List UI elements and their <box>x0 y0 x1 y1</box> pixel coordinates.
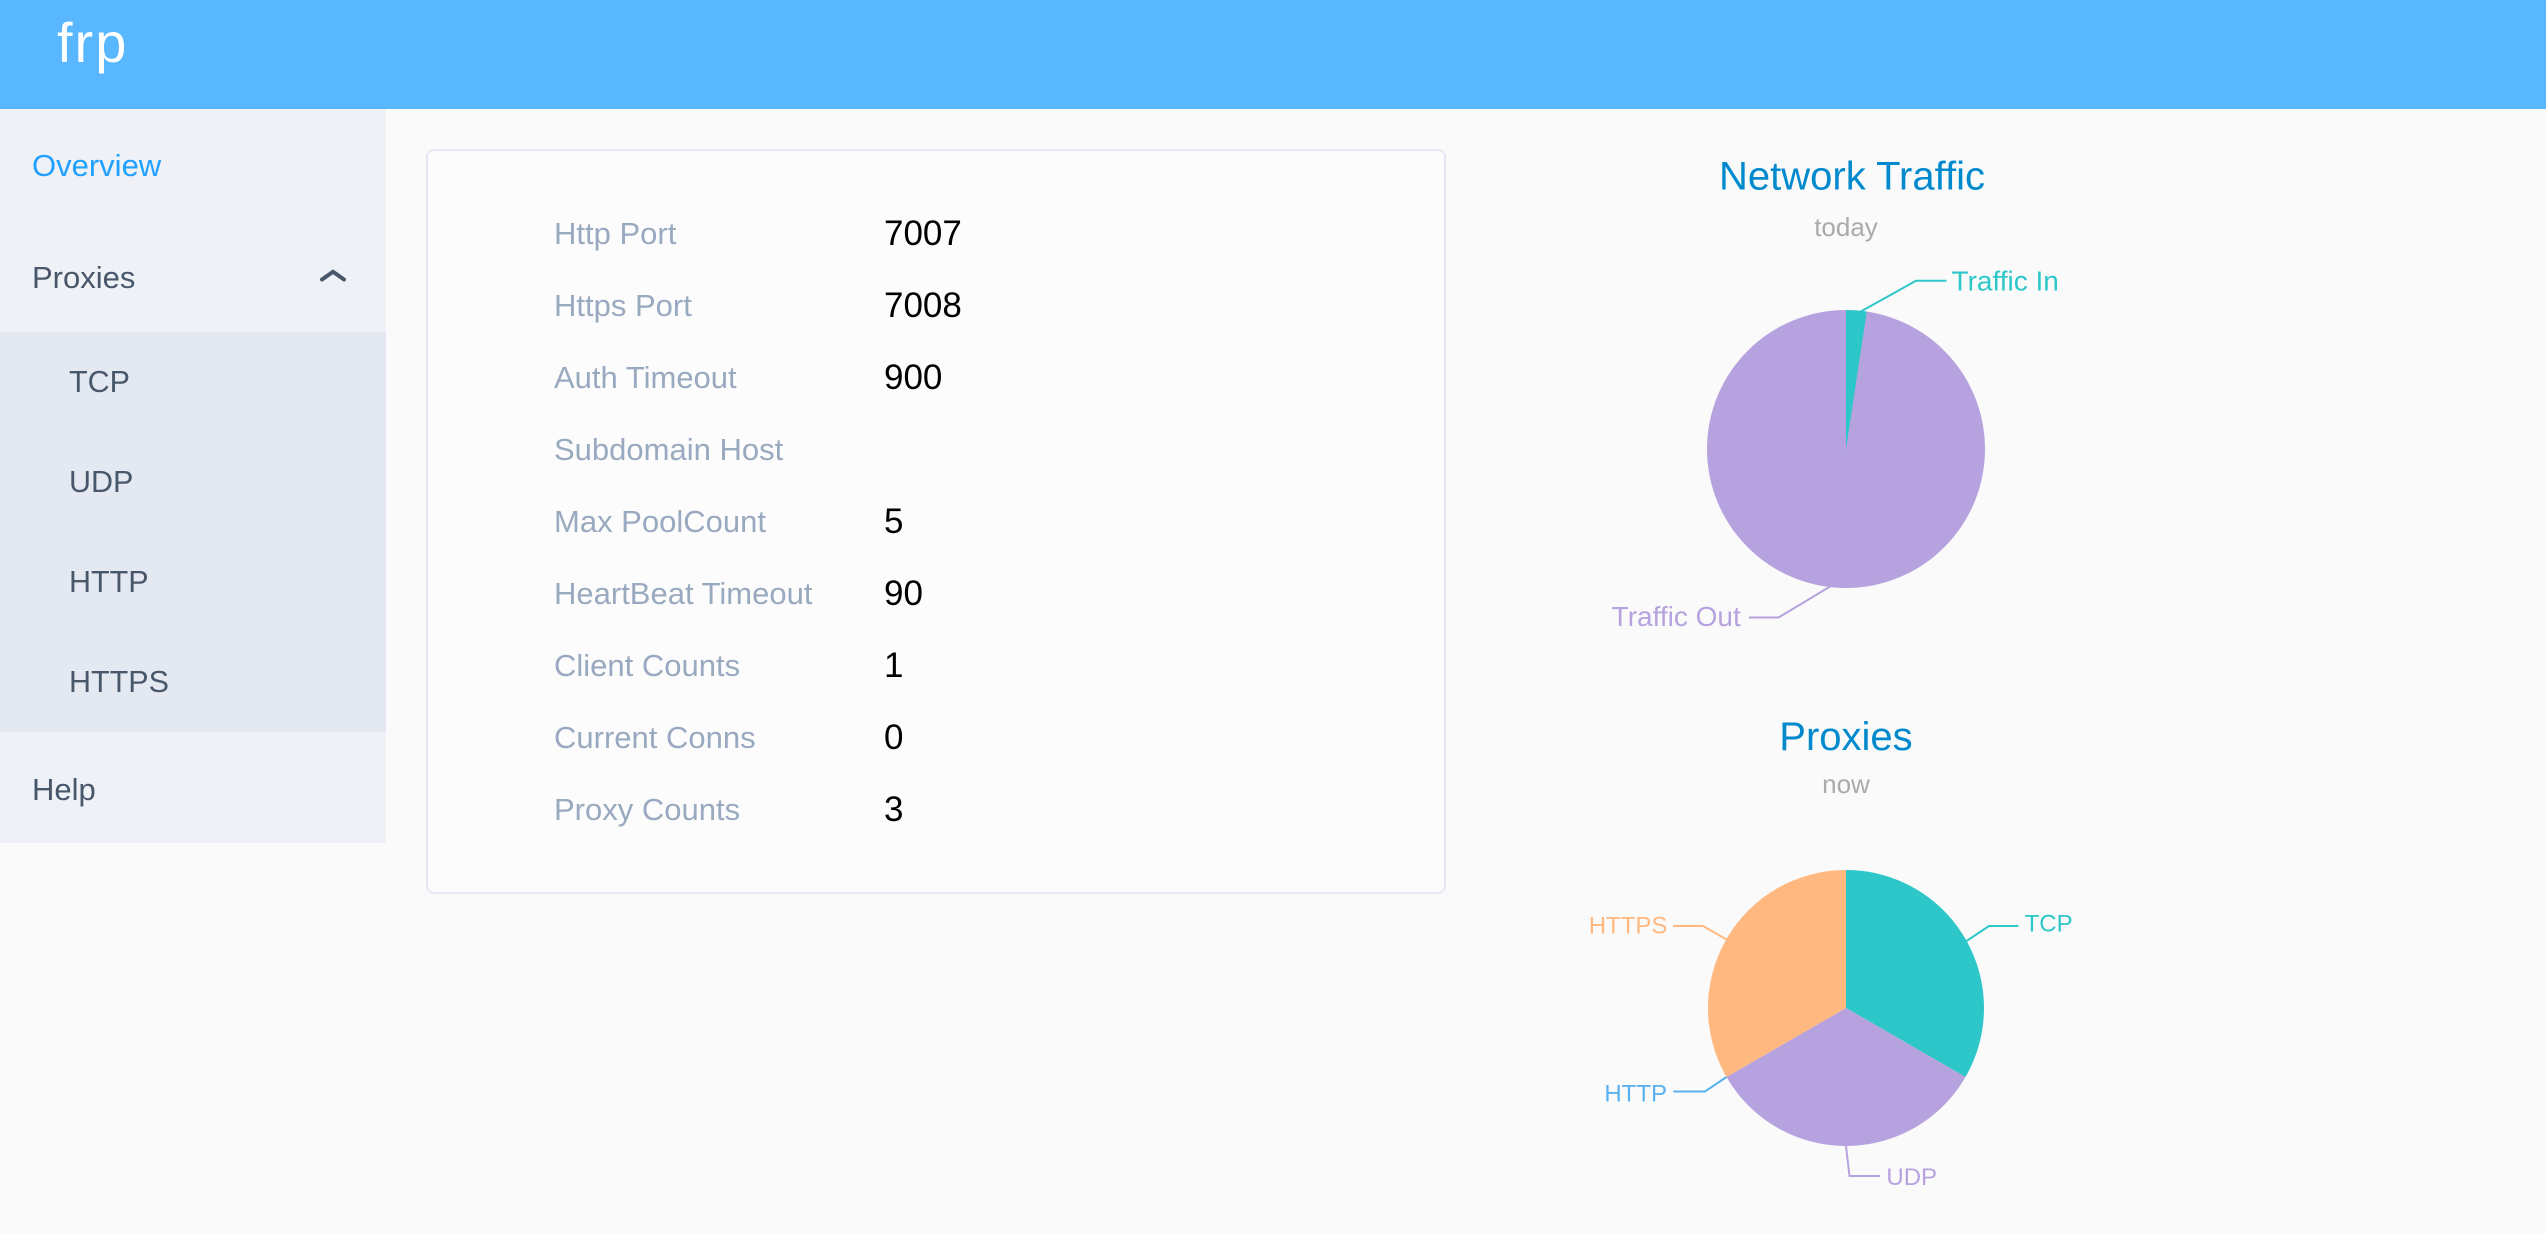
svg-text:Traffic Out: Traffic Out <box>1612 601 1741 632</box>
svg-text:Proxies: Proxies <box>1779 715 1912 759</box>
svg-text:today: today <box>1814 212 1878 242</box>
svg-text:UDP: UDP <box>1886 1164 1937 1191</box>
svg-text:Traffic In: Traffic In <box>1952 266 2059 297</box>
svg-text:HTTPS: HTTPS <box>1589 913 1668 940</box>
svg-text:Network Traffic: Network Traffic <box>1719 155 1985 199</box>
svg-text:now: now <box>1822 769 1870 799</box>
svg-text:HTTP: HTTP <box>1604 1081 1667 1108</box>
svg-text:TCP: TCP <box>2025 911 2073 938</box>
